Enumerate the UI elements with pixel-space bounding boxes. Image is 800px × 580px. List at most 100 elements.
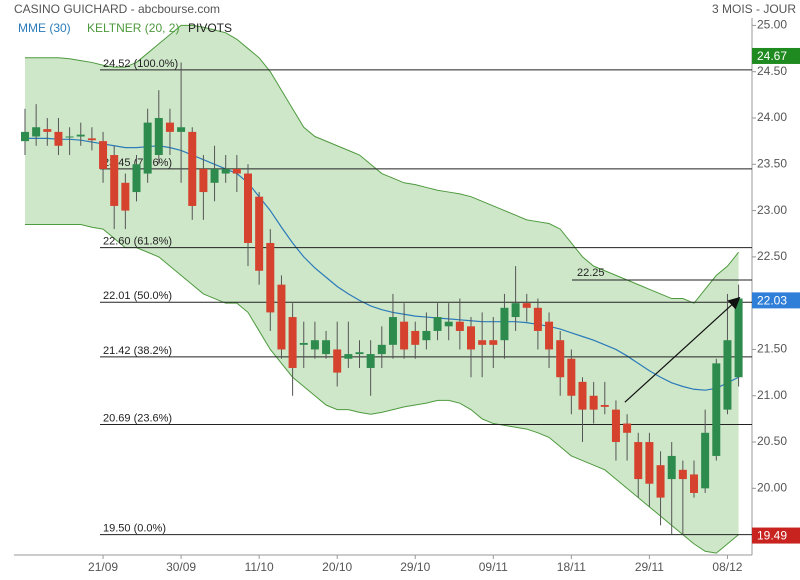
candle-body — [712, 363, 721, 456]
x-tick-label: 11/10 — [245, 560, 274, 574]
candle-body — [199, 168, 208, 193]
candle-body — [76, 134, 85, 137]
candle-body — [266, 242, 275, 313]
candle-body — [411, 330, 420, 345]
candle-body — [377, 344, 386, 355]
candle-body — [667, 455, 676, 480]
candle-body — [54, 131, 63, 146]
candle-body — [165, 122, 174, 132]
y-tick-label: 20.00 — [757, 481, 787, 495]
candle-body — [110, 155, 119, 206]
legend-entry: MME (30) — [18, 21, 71, 35]
candle-body — [623, 423, 632, 433]
pivot-label: 19.50 (0.0%) — [103, 523, 166, 535]
candle-body — [132, 164, 141, 193]
candle-body — [221, 168, 230, 174]
candle-body — [32, 127, 41, 137]
y-tick-label: 21.50 — [757, 342, 787, 356]
candle-body — [388, 317, 397, 345]
pivot-label: 23.45 (78.6%) — [103, 157, 172, 169]
candle-body — [455, 321, 464, 331]
candle-body — [634, 442, 643, 480]
pivot-label: 21.42 (38.2%) — [103, 345, 172, 357]
candle-body — [65, 136, 74, 138]
price-tag-label: 19.49 — [757, 529, 787, 543]
y-tick-label: 23.00 — [757, 203, 787, 217]
x-tick-label: 29/11 — [635, 560, 664, 574]
candle-body — [701, 432, 710, 489]
candle-body — [511, 303, 520, 318]
price-tag — [752, 47, 800, 64]
candle-body — [188, 131, 197, 206]
candle-body — [43, 129, 52, 132]
candle-body — [556, 340, 565, 378]
pivot-label: 22.01 (50.0%) — [103, 290, 172, 302]
candle-body — [444, 321, 453, 327]
candle-body — [433, 317, 442, 331]
candle-body — [87, 138, 96, 141]
candle-body — [154, 117, 163, 156]
candle-body — [366, 354, 375, 368]
keltner-upper — [25, 24, 739, 304]
x-tick-label: 08/12 — [712, 560, 742, 574]
candle-body — [322, 340, 331, 355]
x-tick-label: 29/10 — [400, 560, 430, 574]
keltner-lower — [25, 223, 739, 554]
candle-body — [678, 469, 687, 480]
chart-title: CASINO GUICHARD - abcbourse.com — [14, 2, 220, 16]
y-tick-label: 20.50 — [757, 434, 787, 448]
candle-body — [690, 474, 698, 493]
candle-body — [310, 340, 319, 350]
candle-body — [333, 349, 342, 373]
y-tick-label: 23.50 — [757, 156, 787, 170]
y-tick-label: 22.50 — [757, 249, 787, 263]
x-tick-label: 18/11 — [557, 560, 586, 574]
candle-body — [277, 284, 286, 350]
y-tick-label: 21.00 — [757, 388, 787, 402]
candle-body — [288, 317, 297, 368]
candle-body — [600, 405, 609, 407]
candle-body — [478, 340, 487, 345]
candle-body — [232, 168, 241, 174]
candle-body — [656, 465, 665, 498]
candle-body — [400, 321, 409, 350]
candle-body — [21, 131, 29, 142]
candle-body — [723, 340, 732, 410]
y-tick-label: 24.00 — [757, 110, 787, 124]
x-tick-label: 30/09 — [166, 560, 196, 574]
candle-body — [533, 307, 542, 331]
candle-body — [99, 141, 108, 169]
legend-entry: PIVOTS — [188, 21, 232, 35]
candle-body — [422, 330, 431, 341]
legend-entry: KELTNER (20, 2) — [87, 21, 179, 35]
price-tag-label: 24.67 — [757, 49, 787, 63]
candle-body — [589, 395, 598, 410]
x-tick-label: 09/11 — [479, 560, 508, 574]
candle-body — [344, 354, 353, 359]
candle-body — [467, 326, 475, 350]
candle-body — [210, 168, 219, 183]
y-tick-label: 24.50 — [757, 64, 787, 78]
candle-body — [500, 307, 509, 341]
resistance-label: 22.25 — [577, 267, 605, 279]
candle-body — [567, 358, 576, 396]
x-tick-label: 20/10 — [322, 560, 352, 574]
chart-subtitle: 3 MOIS - JOUR — [712, 2, 796, 16]
candle-body — [121, 182, 130, 211]
candle-body — [355, 352, 364, 355]
pivot-label: 24.52 (100.0%) — [103, 58, 178, 70]
candle-body — [545, 321, 554, 350]
candle-body — [489, 340, 498, 345]
candle-body — [255, 196, 264, 271]
candle-body — [299, 342, 308, 345]
candle-body — [143, 122, 152, 174]
candle-body — [734, 298, 743, 378]
trend-arrow — [624, 296, 741, 403]
candle-body — [645, 442, 654, 484]
candle-body — [177, 127, 186, 132]
pivot-label: 22.60 (61.8%) — [103, 236, 172, 248]
x-tick-label: 21/09 — [88, 560, 118, 574]
price-tag-label: 22.03 — [757, 294, 787, 308]
price-tag — [752, 527, 800, 544]
